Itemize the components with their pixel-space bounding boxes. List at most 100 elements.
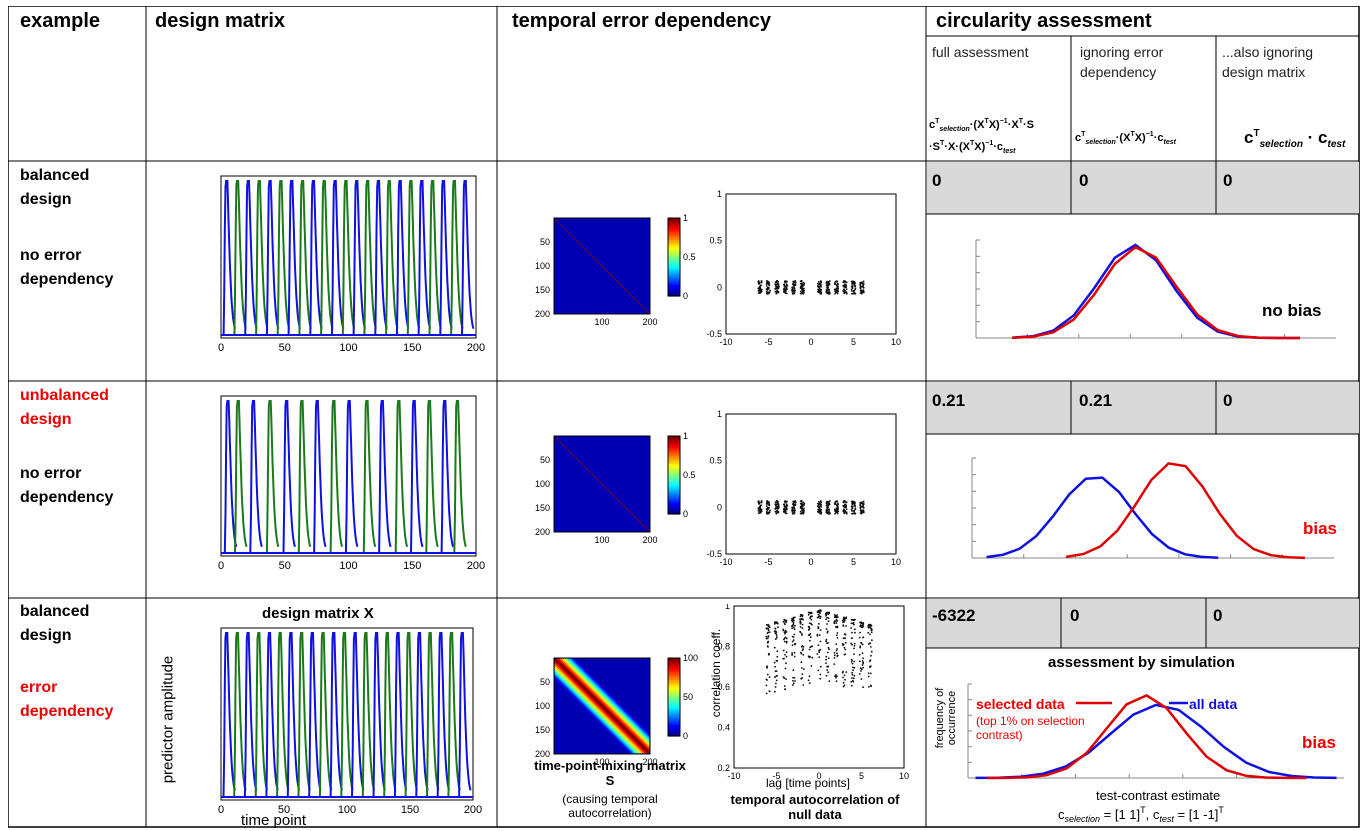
- scatter-point: [800, 617, 803, 620]
- scatter-point: [827, 646, 830, 649]
- colorbar-step: [668, 704, 680, 708]
- colorbar-step: [668, 687, 680, 690]
- scatter-point: [775, 633, 778, 636]
- row3-values-bg: [927, 599, 1359, 648]
- scatter-point: [766, 665, 768, 668]
- scatter-point: [843, 292, 846, 294]
- scatter-point: [802, 503, 805, 506]
- scatter-point: [859, 508, 862, 510]
- scatter-point: [862, 662, 865, 665]
- scatter-point: [757, 507, 760, 510]
- x-tick-label: 100: [339, 342, 357, 354]
- scatter-point: [835, 287, 838, 290]
- scatter-point: [859, 504, 861, 506]
- header-example: example: [20, 10, 101, 32]
- scatter-point: [850, 642, 852, 645]
- y-tick-label: 0.2: [717, 763, 730, 773]
- colorbar-step: [668, 223, 680, 227]
- scatter-point: [859, 646, 862, 649]
- scatter-point: [861, 511, 863, 513]
- scatter-point: [851, 631, 853, 634]
- scatter-point: [835, 677, 837, 679]
- scatter-point: [783, 618, 786, 621]
- scatter-point: [766, 679, 768, 681]
- scatter-point: [827, 611, 830, 614]
- colorbar-step: [668, 665, 680, 669]
- colorbar-step: [668, 290, 680, 293]
- scatter-point: [845, 286, 847, 289]
- scatter-point: [854, 631, 856, 634]
- scatter-point: [766, 281, 768, 284]
- scatter-point: [810, 618, 813, 621]
- scatter-point: [793, 643, 796, 645]
- scatter-point: [854, 507, 857, 510]
- scatter-point: [862, 509, 865, 512]
- scatter-point: [792, 684, 794, 686]
- scatter-point: [845, 512, 848, 515]
- scatter-point: [819, 500, 822, 503]
- scatter-point: [791, 506, 794, 509]
- scatter-point: [802, 501, 805, 504]
- scatter-point: [800, 651, 802, 654]
- sim-ylabel: frequency of occurrence: [934, 687, 958, 749]
- scatter-point: [802, 509, 804, 512]
- scatter-point: [843, 618, 846, 621]
- y-tick-label: 0: [717, 502, 722, 512]
- y-tick-label: 0.6: [717, 682, 730, 692]
- scatter-point: [843, 646, 846, 649]
- scatter-point: [758, 289, 760, 292]
- scatter-point: [853, 628, 856, 631]
- scatter-point: [808, 648, 811, 651]
- scatter-point: [775, 512, 778, 515]
- scatter-point: [842, 676, 844, 679]
- scatter-point: [817, 500, 820, 503]
- matrix-diagonal: [553, 217, 651, 315]
- scatter-point: [760, 281, 763, 284]
- matrix-y-tick: 200: [535, 527, 550, 537]
- scatter-point: [859, 288, 862, 290]
- colorbar-step: [668, 722, 680, 725]
- scatter-point: [793, 651, 796, 654]
- colorbar-step: [668, 478, 680, 482]
- scatter-point: [799, 285, 802, 288]
- sub-ignoring-design: ...also ignoring design matrix: [1222, 44, 1314, 80]
- scatter-point: [826, 507, 829, 510]
- scatter-point: [867, 675, 870, 678]
- scatter-point: [782, 288, 785, 291]
- row1-value-full: 0: [932, 171, 942, 190]
- scatter-point: [774, 690, 776, 693]
- bias-histogram-2: [971, 457, 1334, 560]
- scatter-point: [758, 509, 760, 512]
- table-frame: [8, 6, 1360, 828]
- scatter-point: [836, 506, 839, 508]
- scatter-point: [775, 635, 778, 637]
- colorbar-step: [668, 294, 680, 297]
- scatter-point: [777, 503, 780, 506]
- scatter-point: [853, 512, 856, 515]
- scatter-point: [842, 644, 844, 647]
- scatter-point: [818, 651, 821, 654]
- scatter-point: [828, 508, 830, 511]
- colorbar-step: [668, 695, 680, 698]
- scatter-point: [833, 502, 836, 504]
- scatter-point: [861, 643, 864, 646]
- scatter-point: [792, 679, 794, 682]
- scatter-point: [808, 628, 810, 631]
- scatter-point: [768, 652, 770, 655]
- scatter-point: [862, 636, 865, 639]
- scatter-point: [791, 635, 794, 638]
- scatter-point: [834, 616, 837, 618]
- scatter-point: [802, 291, 804, 294]
- scatter-point: [791, 640, 794, 643]
- matrix-x-tick: 200: [642, 317, 657, 327]
- scatter-point: [860, 282, 863, 284]
- scatter-point: [794, 624, 796, 627]
- scatter-point: [834, 512, 836, 515]
- scatter-point: [869, 672, 872, 675]
- scatter-point: [851, 673, 854, 676]
- colorbar-step: [668, 502, 680, 505]
- x-tick-label: 10: [891, 337, 901, 347]
- scatter-point: [783, 631, 786, 633]
- scatter-point: [820, 286, 822, 288]
- scatter-point: [775, 660, 778, 662]
